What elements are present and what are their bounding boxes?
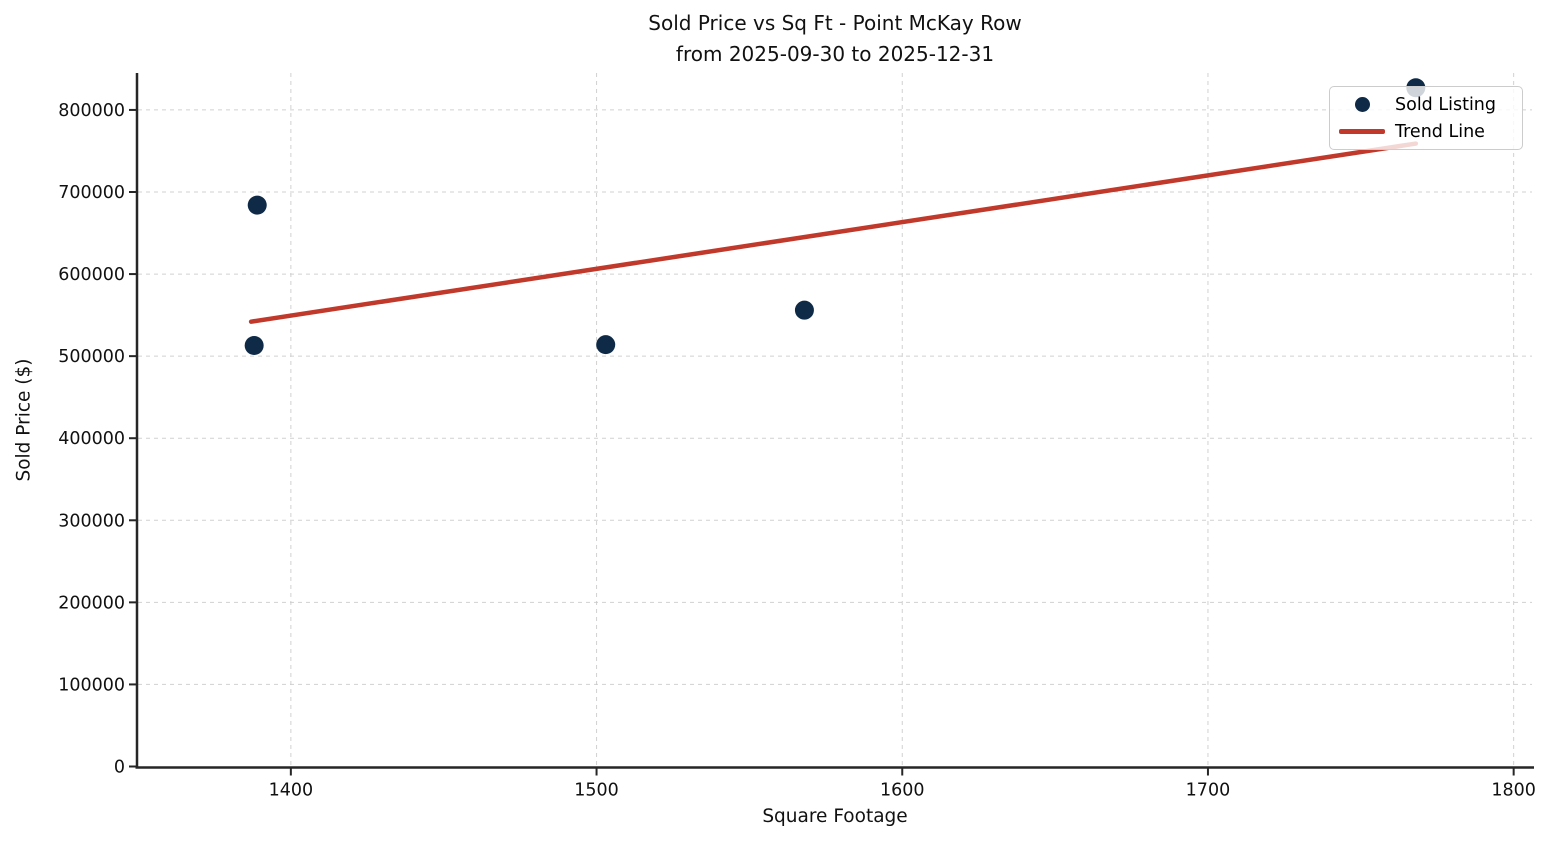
y-tick-label: 800000: [58, 101, 125, 121]
x-tick-label: 1800: [1491, 781, 1536, 801]
legend-label: Trend Line: [1395, 121, 1485, 142]
legend-swatch: [1337, 129, 1387, 134]
scatter-point: [596, 335, 616, 355]
y-tick-label: 700000: [58, 183, 125, 203]
y-tick-label: 0: [114, 758, 125, 778]
x-tick-label: 1400: [269, 781, 314, 801]
trend-line: [248, 141, 1419, 324]
x-axis-title: Square Footage: [762, 806, 908, 827]
y-tick-label: 400000: [58, 429, 125, 449]
y-tick-label: 200000: [58, 593, 125, 613]
y-tick-label: 100000: [58, 675, 125, 695]
scatter-point: [244, 335, 264, 355]
x-tick-label: 1500: [574, 781, 619, 801]
y-axis-title-text: Sold Price ($): [13, 358, 35, 482]
sold-listing-marker-icon: [1354, 97, 1370, 112]
legend: Sold Listing Trend Line: [1329, 86, 1523, 150]
x-tick-label: 1600: [880, 781, 925, 801]
y-tick-label: 600000: [58, 265, 125, 285]
y-tick-label: 300000: [58, 511, 125, 531]
scatter-point: [794, 300, 814, 320]
scatter-point: [247, 195, 267, 215]
x-tick-label: 1700: [1186, 781, 1231, 801]
legend-label: Sold Listing: [1395, 94, 1497, 115]
legend-item-sold-listing: Sold Listing: [1337, 91, 1514, 118]
trend-line-marker-icon: [1339, 129, 1385, 134]
legend-swatch: [1337, 97, 1387, 112]
legend-item-trend-line: Trend Line: [1337, 118, 1514, 145]
chart-title-line1: Sold Price vs Sq Ft - Point McKay Row: [648, 11, 1022, 35]
chart-title: Sold Price vs Sq Ft - Point McKay Row fr…: [138, 8, 1532, 70]
y-tick-label: 500000: [58, 347, 125, 367]
chart-title-line2: from 2025-09-30 to 2025-12-31: [675, 42, 995, 66]
